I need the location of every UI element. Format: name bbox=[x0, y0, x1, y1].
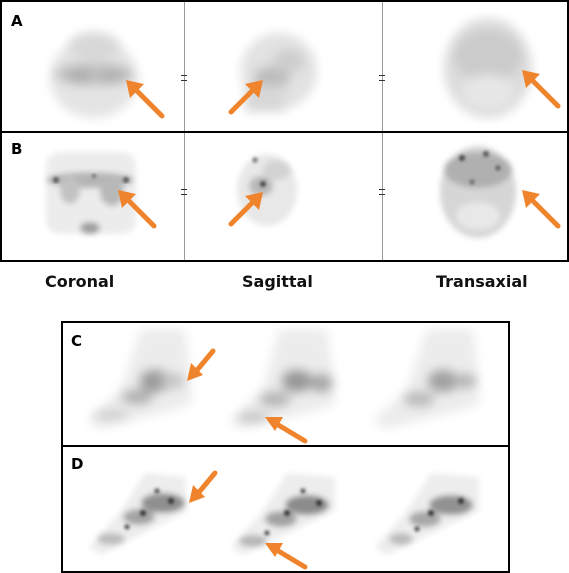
panel-label-b: B bbox=[11, 140, 23, 158]
foot-scan-c3 bbox=[373, 329, 479, 429]
foot-scan-c2 bbox=[229, 329, 335, 429]
sagittal-scan-b bbox=[237, 154, 297, 226]
coronal-scan-a bbox=[50, 32, 138, 118]
arrow-icon bbox=[118, 190, 157, 229]
row-separator bbox=[2, 131, 567, 133]
coronal-scan-b bbox=[46, 152, 136, 234]
tick-mark bbox=[181, 75, 187, 81]
arrow-icon bbox=[187, 348, 216, 381]
foot-scan-d1 bbox=[89, 473, 187, 555]
panel-label-a: A bbox=[11, 12, 23, 30]
arrow-icon bbox=[522, 190, 561, 229]
caption-sagittal: Sagittal bbox=[242, 272, 313, 291]
caption-transaxial: Transaxial bbox=[436, 272, 528, 291]
arrow-icon bbox=[265, 543, 308, 570]
arrow-icon bbox=[522, 70, 561, 109]
tick-mark bbox=[379, 75, 385, 81]
transaxial-scan-a bbox=[444, 18, 532, 118]
scan-panel-foot: C D bbox=[61, 321, 510, 573]
arrow-icon bbox=[228, 192, 263, 227]
transaxial-scan-b bbox=[440, 146, 516, 238]
foot-scan-d3 bbox=[375, 473, 479, 555]
caption-coronal: Coronal bbox=[45, 272, 115, 291]
scan-panel-head: A B bbox=[0, 0, 569, 262]
arrow-icon bbox=[126, 80, 165, 119]
arrow-icon bbox=[228, 80, 263, 115]
panel-label-c: C bbox=[71, 332, 83, 350]
panel-label-d: D bbox=[71, 455, 84, 473]
tick-mark bbox=[379, 189, 385, 195]
row-separator bbox=[63, 445, 508, 447]
foot-scan-d2 bbox=[231, 473, 335, 555]
foot-scan-c1 bbox=[87, 329, 191, 429]
arrow-icon bbox=[189, 470, 218, 503]
tick-mark bbox=[181, 189, 187, 195]
arrow-icon bbox=[265, 417, 308, 444]
